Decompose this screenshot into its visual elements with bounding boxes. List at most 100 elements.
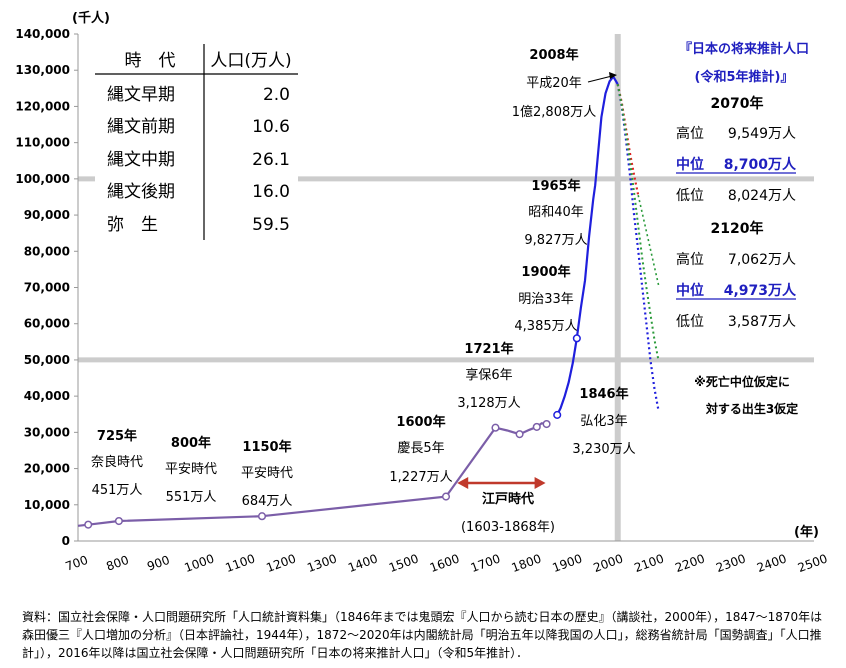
annotation-pop: 451万人 bbox=[92, 483, 143, 498]
x-tick-label: 2300 bbox=[714, 551, 747, 575]
data-point bbox=[572, 334, 581, 343]
x-tick-label: 2500 bbox=[796, 551, 829, 575]
x-tick-label: 1300 bbox=[305, 551, 338, 575]
annotation-year: 2008年 bbox=[529, 47, 578, 63]
x-tick-label: 700 bbox=[63, 553, 89, 574]
annotation-era: 昭和40年 bbox=[528, 205, 584, 220]
table-header-era: 時 代 bbox=[125, 51, 176, 71]
projection-note-2: 対する出生3仮定 bbox=[705, 401, 798, 416]
annotation-pop: 3,128万人 bbox=[457, 396, 520, 411]
series-line-projection-mid bbox=[616, 84, 660, 362]
table-pop: 10.6 bbox=[252, 117, 290, 137]
y-tick-label: 140,000 bbox=[15, 27, 70, 41]
table-era: 縄文後期 bbox=[107, 182, 175, 202]
y-tick-label: 70,000 bbox=[24, 281, 70, 295]
y-tick-label: 40,000 bbox=[24, 389, 70, 403]
annotation-2008: 2008年 平成20年 1億2,808万人 bbox=[512, 47, 597, 120]
projection-year-2070: 2070年 bbox=[711, 95, 764, 112]
x-tick-label: 800 bbox=[104, 553, 130, 574]
annotation-pop: 684万人 bbox=[242, 494, 293, 509]
y-tick-label: 0 bbox=[62, 534, 70, 548]
annotation-era: 享保6年 bbox=[465, 367, 512, 383]
series-line-projection-high-ext bbox=[637, 195, 660, 286]
x-tick-label: 1100 bbox=[223, 551, 256, 575]
source-note: 資料：国立社会保障・人口問題研究所「人口統計資料集」（1846年までは鬼頭宏『人… bbox=[22, 610, 823, 660]
series-line-historical bbox=[77, 422, 547, 527]
proj-2120-high-value: 7,062万人 bbox=[728, 252, 796, 268]
proj-2070-mid-value: 8,700万人 bbox=[724, 156, 797, 173]
y-tick-label: 130,000 bbox=[15, 63, 70, 77]
data-point bbox=[491, 423, 500, 432]
table-pop: 16.0 bbox=[252, 182, 290, 202]
table-pop: 59.5 bbox=[252, 215, 290, 235]
proj-2120-mid-value: 4,973万人 bbox=[724, 282, 797, 299]
y-tick-label: 90,000 bbox=[24, 208, 70, 222]
data-point bbox=[553, 410, 562, 419]
x-tick-label: 1500 bbox=[387, 551, 420, 575]
edo-range: (1603-1868年) bbox=[461, 520, 555, 535]
x-tick-label: 1900 bbox=[551, 551, 584, 575]
x-tick-label: 2400 bbox=[755, 551, 788, 575]
proj-2070-low-value: 8,024万人 bbox=[728, 188, 796, 204]
annotation-era: 平安時代 bbox=[241, 466, 293, 481]
table-pop: 2.0 bbox=[263, 85, 290, 105]
proj-2070-low-label: 低位 bbox=[676, 188, 704, 204]
annotation-year: 1965年 bbox=[531, 178, 580, 194]
proj-2120-mid-label: 中位 bbox=[676, 282, 704, 299]
annotation-pop: 4,385万人 bbox=[514, 319, 577, 334]
annotation-pop: 1億2,808万人 bbox=[512, 104, 597, 120]
annotation-1965: 1965年 昭和40年 9,827万人 bbox=[524, 178, 587, 248]
table-era: 縄文中期 bbox=[107, 150, 175, 170]
x-tick-label: 2200 bbox=[673, 551, 706, 575]
data-point bbox=[114, 516, 123, 526]
annotation-year: 1721年 bbox=[464, 341, 513, 357]
annotation-1900: 1900年 明治33年 4,385万人 bbox=[514, 264, 577, 334]
annotation-1600: 1600年 慶長5年 1,227万人 bbox=[389, 414, 452, 485]
data-point bbox=[84, 520, 93, 529]
y-unit-label: (千人) bbox=[72, 10, 110, 26]
x-tick-label: 1000 bbox=[183, 551, 216, 575]
table-pop: 26.1 bbox=[252, 150, 290, 170]
annotation-era: 奈良時代 bbox=[91, 454, 143, 470]
annotation-year: 725年 bbox=[97, 428, 137, 444]
x-tick-label: 900 bbox=[145, 553, 171, 574]
annotation-year: 1150年 bbox=[242, 439, 291, 455]
proj-2070-high-value: 9,549万人 bbox=[728, 126, 796, 142]
annotation-year: 1846年 bbox=[579, 386, 628, 402]
y-tick-label: 60,000 bbox=[24, 317, 70, 331]
proj-2070-mid-label: 中位 bbox=[676, 156, 704, 173]
projection-title-1: 『日本の将来推計人口 bbox=[679, 41, 809, 57]
annotation-year: 800年 bbox=[171, 435, 211, 451]
y-tick-label: 20,000 bbox=[24, 462, 70, 476]
annotation-1846: 1846年 弘化3年 3,230万人 bbox=[572, 386, 635, 457]
annotation-pop: 3,230万人 bbox=[572, 442, 635, 457]
data-point bbox=[257, 512, 267, 521]
y-tick-label: 10,000 bbox=[24, 498, 70, 512]
data-point bbox=[515, 430, 524, 439]
y-tick-label: 100,000 bbox=[15, 172, 70, 186]
projection-note-1: ※死亡中位仮定に bbox=[694, 374, 790, 389]
table-era: 弥 生 bbox=[107, 215, 158, 235]
table-header-pop: 人口(万人) bbox=[210, 51, 291, 71]
data-point bbox=[542, 419, 551, 429]
annotation-pop: 551万人 bbox=[166, 490, 217, 505]
annotation-era: 慶長5年 bbox=[397, 441, 444, 456]
annotation-era: 平成20年 bbox=[526, 76, 582, 91]
x-unit-label: (年) bbox=[794, 524, 819, 540]
data-point bbox=[441, 492, 451, 501]
annotation-era: 明治33年 bbox=[518, 292, 574, 307]
jomon-table: 時 代 人口(万人) 縄文早期 2.0 縄文前期 10.6 縄文中期 26.1 … bbox=[95, 44, 298, 240]
annotation-year: 1600年 bbox=[396, 414, 445, 430]
x-tick-label: 1200 bbox=[264, 551, 297, 575]
proj-2070-high-label: 高位 bbox=[676, 125, 704, 142]
annotation-pop: 1,227万人 bbox=[389, 470, 452, 485]
y-tick-label: 30,000 bbox=[24, 425, 70, 439]
projection-panel: 『日本の将来推計人口 (令和5年推計)』 2070年 高位 9,549万人 中位… bbox=[676, 41, 809, 416]
table-era: 縄文早期 bbox=[107, 85, 175, 105]
peak-arrow bbox=[587, 72, 617, 83]
y-tick-label: 80,000 bbox=[24, 244, 70, 258]
proj-2120-high-label: 高位 bbox=[676, 251, 704, 268]
projection-title-2: (令和5年推計)』 bbox=[695, 69, 794, 85]
y-tick-label: 110,000 bbox=[15, 136, 70, 150]
